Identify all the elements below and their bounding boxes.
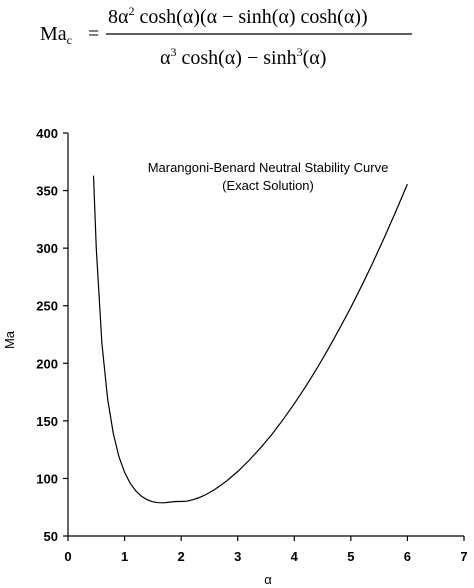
svg-text:α3 cosh(α) − sinh3(α): α3 cosh(α) − sinh3(α) (160, 45, 326, 69)
y-tick-label: 100 (36, 471, 58, 486)
x-axis-title: α (264, 572, 272, 587)
formula-den-a-sup: 3 (170, 45, 176, 59)
formula-num-a: 8α (108, 6, 129, 28)
formula-lhs-subscript: c (67, 33, 72, 47)
formula-num-a-sup: 2 (128, 4, 134, 18)
chart-subtitle: (Exact Solution) (222, 178, 314, 193)
y-tick-label: 200 (36, 356, 58, 371)
x-tick-label: 1 (121, 549, 128, 564)
y-tick-label: 300 (36, 241, 58, 256)
formula: Mac = 8α2 cosh(α)(α − sinh(α) cosh(α)) α… (40, 4, 412, 69)
svg-text:Mac: Mac (40, 23, 72, 47)
plot-area: 0 1 2 3 4 5 6 7 50 100 150 200 250 300 350 400 (36, 126, 467, 564)
y-tick-label: 250 (36, 299, 58, 314)
x-tick-label: 4 (291, 549, 299, 564)
svg-text:8α2 cosh(α)(α − sinh(α) cosh(α: 8α2 cosh(α)(α − sinh(α) cosh(α)) (108, 4, 368, 28)
y-axis-title: Ma (2, 330, 17, 349)
x-ticks: 0 1 2 3 4 5 6 7 (64, 536, 468, 564)
x-tick-label: 0 (64, 549, 71, 564)
stability-chart: 0 1 2 3 4 5 6 7 50 100 150 200 250 300 350 400 Marango… (2, 126, 468, 587)
neutral-stability-curve (92, 175, 408, 504)
formula-equals: = (88, 23, 99, 45)
y-tick-label: 350 (36, 184, 58, 199)
x-tick-label: 6 (404, 549, 411, 564)
y-ticks: 50 100 150 200 250 300 350 400 (36, 126, 68, 544)
formula-den-b: cosh(α) − sinh (176, 47, 296, 69)
x-tick-label: 3 (234, 549, 241, 564)
y-tick-label: 400 (36, 126, 58, 141)
chart-title: Marangoni-Benard Neutral Stability Curve (148, 160, 389, 175)
x-tick-label: 5 (347, 549, 354, 564)
y-tick-label: 150 (36, 414, 58, 429)
formula-den-c: (α) (303, 47, 327, 69)
x-tick-label: 2 (178, 549, 185, 564)
y-tick-label: 50 (44, 529, 58, 544)
formula-den-a: α (160, 47, 171, 69)
formula-num-b: cosh(α)(α − sinh(α) cosh(α)) (134, 6, 367, 28)
x-tick-label: 7 (460, 549, 467, 564)
formula-den-b-sup: 3 (297, 45, 303, 59)
formula-lhs: Ma (40, 23, 67, 45)
